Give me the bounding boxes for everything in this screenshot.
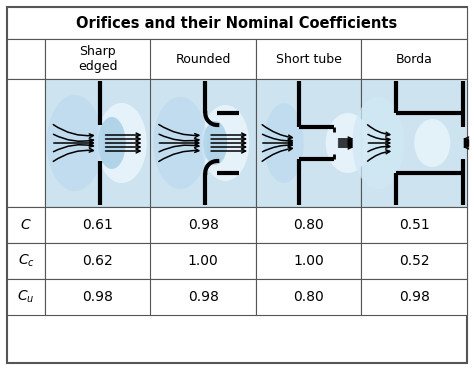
Bar [362, 207, 467, 243]
Bar [7, 279, 45, 315]
Ellipse shape [47, 95, 103, 191]
Bar [362, 39, 467, 79]
Ellipse shape [153, 97, 207, 189]
Text: $C_u$: $C_u$ [17, 289, 35, 305]
Bar [7, 7, 467, 39]
Text: 0.51: 0.51 [399, 218, 429, 232]
Bar [45, 79, 151, 207]
Text: 1.00: 1.00 [188, 254, 219, 268]
Ellipse shape [201, 105, 249, 181]
Text: 0.80: 0.80 [293, 218, 324, 232]
Text: Sharp
edged: Sharp edged [78, 45, 118, 73]
Bar [7, 79, 45, 207]
Text: 0.61: 0.61 [82, 218, 113, 232]
Text: 0.98: 0.98 [188, 290, 219, 304]
Ellipse shape [98, 117, 126, 169]
Bar [151, 243, 256, 279]
Text: 0.80: 0.80 [293, 290, 324, 304]
Text: Borda: Borda [396, 53, 433, 65]
Bar [7, 243, 45, 279]
Text: Orifices and their Nominal Coefficients: Orifices and their Nominal Coefficients [76, 16, 398, 30]
Bar [45, 279, 151, 315]
Ellipse shape [352, 97, 404, 189]
Bar [256, 39, 362, 79]
Ellipse shape [264, 103, 304, 183]
Bar [151, 39, 256, 79]
Bar [362, 79, 467, 207]
Text: 0.52: 0.52 [399, 254, 429, 268]
Ellipse shape [326, 113, 370, 173]
Text: 1.00: 1.00 [293, 254, 324, 268]
Text: 0.62: 0.62 [82, 254, 113, 268]
Bar [151, 279, 256, 315]
Text: Rounded: Rounded [175, 53, 231, 65]
Text: 0.98: 0.98 [399, 290, 430, 304]
Ellipse shape [203, 121, 227, 165]
Text: 0.98: 0.98 [188, 218, 219, 232]
Text: 0.98: 0.98 [82, 290, 113, 304]
Bar [7, 39, 45, 79]
Bar [256, 279, 362, 315]
Bar [45, 207, 151, 243]
Bar [45, 243, 151, 279]
Bar [256, 207, 362, 243]
Text: $C_c$: $C_c$ [18, 253, 35, 269]
Bar [256, 79, 362, 207]
Bar [151, 207, 256, 243]
Bar [45, 39, 151, 79]
Bar [362, 279, 467, 315]
Text: $C$: $C$ [20, 218, 32, 232]
Bar [256, 243, 362, 279]
Text: Short tube: Short tube [276, 53, 342, 65]
Ellipse shape [97, 103, 147, 183]
Bar [151, 79, 256, 207]
Ellipse shape [414, 119, 450, 167]
Bar [362, 243, 467, 279]
Bar [7, 207, 45, 243]
